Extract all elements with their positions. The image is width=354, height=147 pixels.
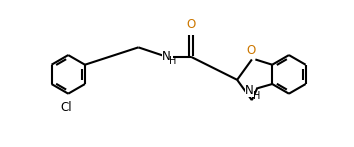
Text: H: H (253, 91, 260, 101)
Text: N: N (162, 50, 171, 63)
Text: N: N (245, 84, 254, 97)
Text: Cl: Cl (61, 101, 72, 114)
Text: O: O (246, 44, 256, 57)
Text: H: H (170, 56, 177, 66)
Text: O: O (187, 18, 196, 31)
